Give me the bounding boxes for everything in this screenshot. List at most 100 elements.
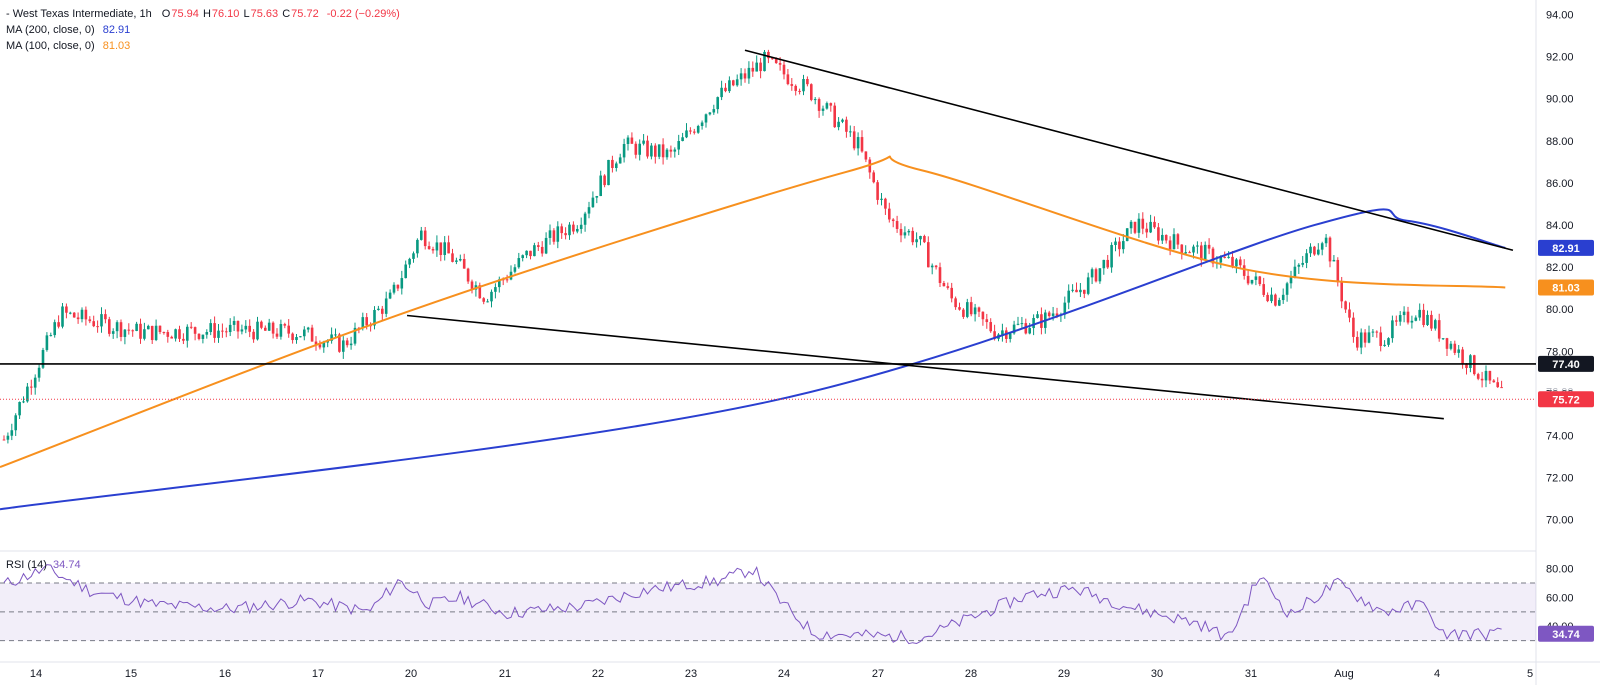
candle xyxy=(69,311,72,315)
candle-body xyxy=(264,327,267,331)
candle-body xyxy=(576,228,579,232)
candle-body xyxy=(618,157,622,164)
candle-body xyxy=(630,137,634,144)
candle-body xyxy=(338,334,341,352)
candle xyxy=(977,306,981,317)
candle xyxy=(665,148,669,160)
candle xyxy=(1383,340,1386,347)
candle xyxy=(147,324,150,330)
candle-body xyxy=(248,325,251,332)
candle-body xyxy=(919,235,922,240)
candle-body xyxy=(400,278,404,289)
candle-body xyxy=(856,137,860,149)
candle xyxy=(115,320,119,339)
time-tick-label: 27 xyxy=(872,668,884,680)
candle-body xyxy=(521,255,524,259)
candle-body xyxy=(1395,320,1398,322)
candle-body xyxy=(977,307,981,312)
candle-body xyxy=(942,282,946,287)
candle xyxy=(186,324,189,348)
candle xyxy=(689,127,692,135)
candle xyxy=(712,104,716,115)
candle-body xyxy=(104,314,107,320)
candle xyxy=(884,197,887,215)
candle-body xyxy=(342,340,345,352)
candle xyxy=(1047,310,1051,318)
candle xyxy=(462,253,466,269)
candle xyxy=(607,159,610,186)
candle-body xyxy=(1207,244,1211,249)
price-tick-label: 70.00 xyxy=(1546,515,1574,527)
candle-body xyxy=(517,258,521,268)
candle xyxy=(318,340,322,350)
candle-body xyxy=(759,62,762,72)
candle-body xyxy=(451,253,454,262)
candle-body xyxy=(1492,380,1496,383)
ma100-legend[interactable]: MA (100, close, 0) 81.03 xyxy=(6,40,131,52)
candle xyxy=(158,325,162,335)
price-tick-label: 74.00 xyxy=(1546,431,1574,443)
candle-body xyxy=(37,367,41,378)
candle-body xyxy=(860,137,864,152)
candle xyxy=(1492,379,1496,383)
candle xyxy=(724,83,727,93)
candle xyxy=(1406,306,1410,325)
candle xyxy=(248,319,251,338)
candle-body xyxy=(135,323,138,331)
last-price-badge-text: 75.72 xyxy=(1552,394,1580,406)
candle xyxy=(622,138,626,163)
candle-body xyxy=(689,130,692,132)
candle xyxy=(981,311,985,326)
candle xyxy=(829,102,833,112)
candle-body xyxy=(404,264,407,279)
rsi-legend[interactable]: RSI (14) 34.74 xyxy=(6,559,81,571)
candle-body xyxy=(622,143,626,158)
candle xyxy=(891,218,895,228)
candle xyxy=(525,250,528,259)
candle xyxy=(275,328,279,339)
candle-body xyxy=(427,246,431,250)
candle-body xyxy=(587,207,591,214)
candle-body xyxy=(966,302,969,317)
candle-body xyxy=(626,137,630,144)
candle-body xyxy=(373,309,376,326)
candle xyxy=(685,123,688,139)
candle-body xyxy=(693,131,696,133)
candle-body xyxy=(1153,221,1156,228)
candle-body xyxy=(10,430,14,436)
trendline-lower xyxy=(406,314,1444,420)
ma200-label: MA (200, close, 0) xyxy=(6,24,95,36)
candle xyxy=(626,135,630,151)
candle-body xyxy=(1352,317,1355,337)
candle-body xyxy=(236,320,240,332)
candle xyxy=(1067,284,1070,310)
candle-body xyxy=(1012,324,1016,334)
candle-body xyxy=(470,281,474,290)
trendline-upper xyxy=(744,49,1514,252)
candle-body xyxy=(345,340,349,346)
candle xyxy=(942,280,946,287)
candle xyxy=(1012,320,1016,335)
candle-body xyxy=(1137,218,1141,233)
candle xyxy=(537,241,540,251)
candle xyxy=(693,128,696,135)
candle xyxy=(1430,310,1433,331)
candle-body xyxy=(599,175,602,197)
candle xyxy=(1395,315,1398,326)
ma200-legend[interactable]: MA (200, close, 0) 82.91 xyxy=(6,24,131,36)
candle xyxy=(1001,323,1004,342)
candle-body xyxy=(786,74,790,85)
candle-body xyxy=(533,245,536,257)
candle xyxy=(1161,228,1164,244)
candle-body xyxy=(143,329,146,339)
candle xyxy=(76,312,80,324)
candle xyxy=(657,144,661,160)
candle-body xyxy=(1110,244,1113,268)
candle xyxy=(759,57,762,79)
candle xyxy=(1098,268,1102,284)
candle xyxy=(6,432,10,444)
candle xyxy=(1071,284,1074,293)
candle xyxy=(345,337,349,348)
candle xyxy=(431,246,435,254)
